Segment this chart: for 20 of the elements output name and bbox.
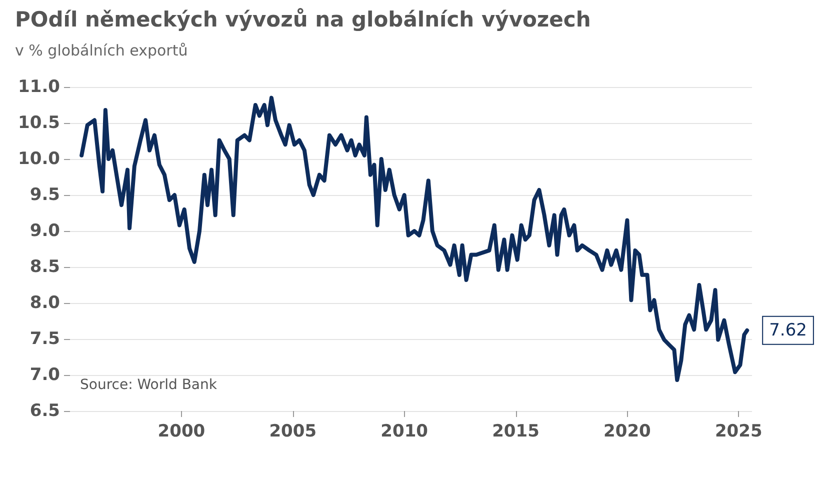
annotation: Source: World Bank [80,377,218,393]
y-tick-label: 11.0 [18,77,60,97]
chart-title: POdíl německých vývozů na globálních vývozech [15,8,591,32]
y-tick-label: 8.0 [30,293,60,313]
x-tick-label: 2020 [604,422,652,442]
y-tick-label: 7.5 [30,329,60,349]
x-tick-label: 2005 [269,422,317,442]
y-tick-label: 7.0 [30,365,60,385]
x-tick-label: 2015 [492,422,540,442]
y-tick-label: 9.5 [30,185,60,205]
y-tick-label: 10.0 [18,149,60,169]
x-tick-label: 2000 [158,422,206,442]
y-tick-label: 10.5 [18,113,60,133]
x-tick-label: 2025 [714,422,762,442]
y-tick-label: 8.5 [30,257,60,277]
y-tick-label: 9.0 [30,221,60,241]
y-tick-label: 6.5 [30,401,60,421]
annotation: 7.62 [769,320,807,340]
x-tick-label: 2010 [380,422,428,442]
chart-subtitle: v % globálních exportů [15,42,188,60]
